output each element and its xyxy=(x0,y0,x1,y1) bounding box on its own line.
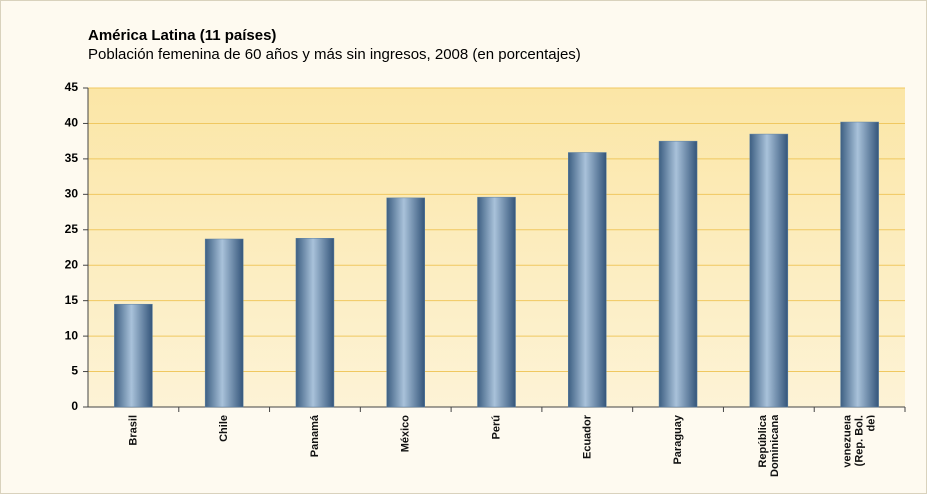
chart-title: América Latina (11 países) xyxy=(88,27,276,44)
x-tick-label: Venezuela (Rep. Bol. de) xyxy=(844,415,875,469)
bar xyxy=(204,238,244,408)
y-tick-label: 15 xyxy=(65,293,79,307)
chart-subtitle: Población femenina de 60 años y más sin … xyxy=(88,46,581,63)
y-tick-label: 35 xyxy=(65,151,79,165)
y-tick-label: 30 xyxy=(65,187,79,201)
y-tick-label: 10 xyxy=(65,328,79,342)
x-tick-label-box: República Dominicana xyxy=(756,415,781,477)
x-tick-label: Chile xyxy=(218,415,231,442)
y-tick-label: 40 xyxy=(65,116,79,130)
bar xyxy=(658,140,698,408)
y-tick-label: 5 xyxy=(71,364,78,378)
bar xyxy=(749,133,789,408)
bar xyxy=(386,197,425,408)
x-tick-label-box: Chile xyxy=(218,415,231,442)
x-tick-label-box: Venezuela (Rep. Bol. de) xyxy=(844,415,875,469)
x-tick-label: Brasil xyxy=(127,415,140,446)
x-tick-label: Ecuador xyxy=(581,415,594,460)
x-tick-label: República Dominicana xyxy=(756,415,781,477)
bar xyxy=(295,238,335,408)
x-tick-label-box: Perú xyxy=(490,415,503,440)
x-tick-label: Panamá xyxy=(308,415,321,458)
x-tick-label-box: Paraguay xyxy=(672,415,685,465)
x-tick-label: Perú xyxy=(490,415,503,440)
y-tick-label: 45 xyxy=(65,80,79,94)
bar xyxy=(477,196,516,408)
x-tick-label-box: México xyxy=(399,415,412,453)
bar xyxy=(568,152,607,408)
y-tick-label: 0 xyxy=(71,399,78,413)
y-tick-label: 20 xyxy=(65,257,79,271)
y-tick-label: 25 xyxy=(65,222,79,236)
x-tick-label-box: Panamá xyxy=(308,415,321,458)
bar xyxy=(840,121,879,408)
x-tick-label-box: Brasil xyxy=(127,415,140,446)
x-tick-label: México xyxy=(399,415,412,453)
bar xyxy=(114,303,153,408)
x-tick-label-box: Ecuador xyxy=(581,415,594,460)
x-tick-label: Paraguay xyxy=(672,415,685,465)
